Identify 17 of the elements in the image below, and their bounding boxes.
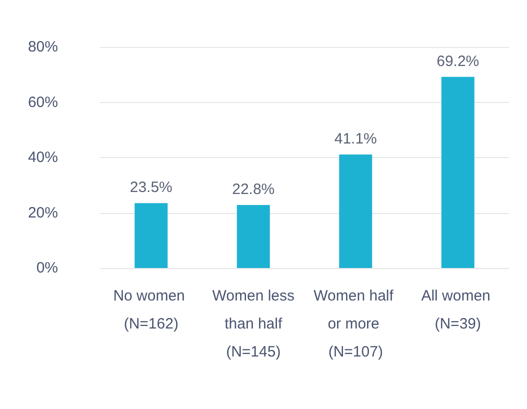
x-tick-label: Women half or more (N=107) (314, 288, 398, 360)
bar (339, 154, 372, 268)
bar (134, 203, 168, 268)
data-label: 69.2% (436, 52, 480, 70)
y-tick-label: 80% (28, 38, 58, 56)
x-tick-label: Women less than half (N=145) (212, 288, 295, 360)
x-tick-label: All women (N=39) (421, 288, 495, 332)
bar (441, 76, 474, 268)
y-tick-label: 40% (28, 149, 58, 166)
data-label: 41.1% (334, 130, 377, 148)
bar (236, 205, 270, 268)
data-label: 23.5% (130, 179, 172, 196)
x-tick-label: No women (N=162) (113, 288, 190, 332)
y-tick-label: 20% (28, 204, 58, 222)
y-tick-label: 60% (28, 94, 58, 111)
data-label: 22.8% (232, 181, 275, 198)
y-tick-label: 0% (36, 260, 58, 276)
